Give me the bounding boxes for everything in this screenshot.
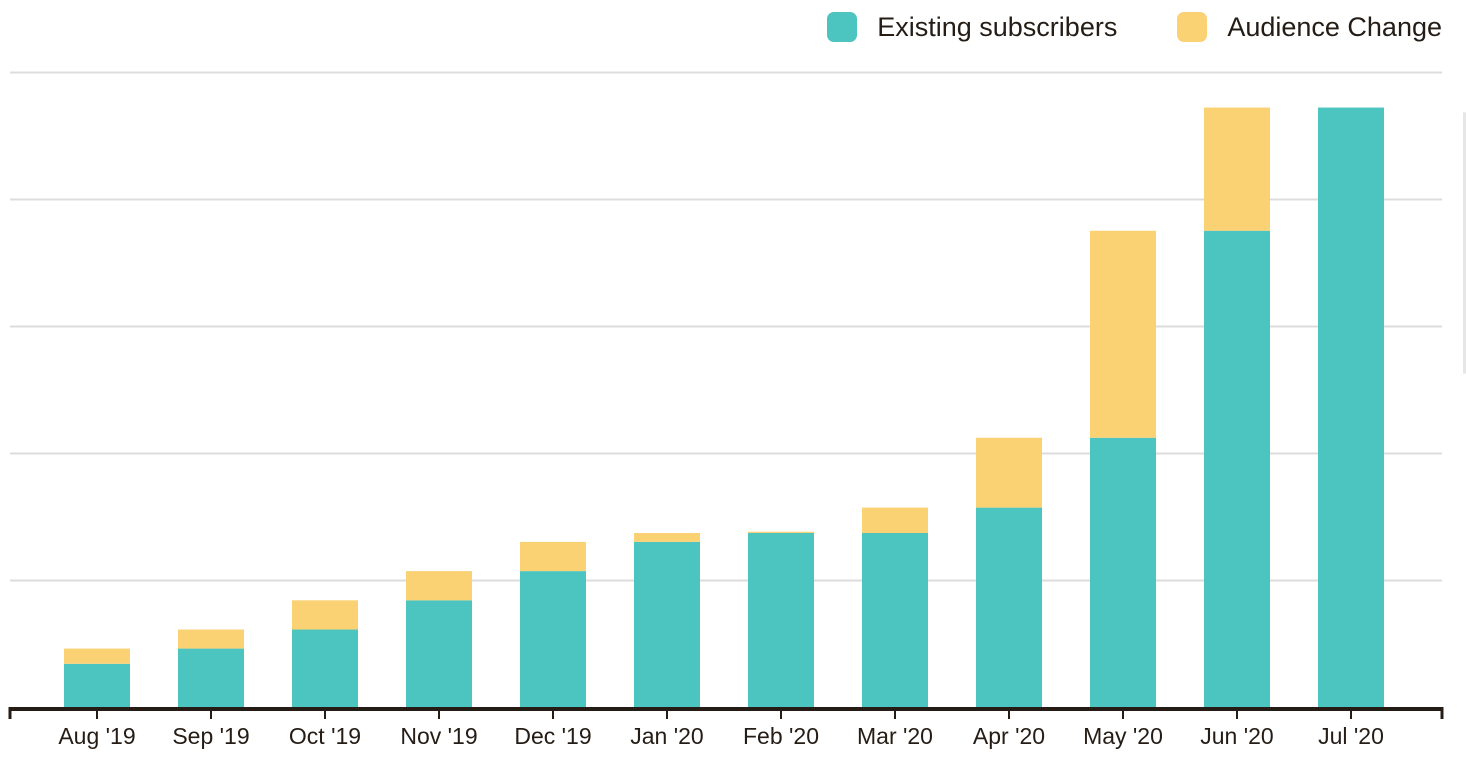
bar-existing-subscribers[interactable] [64, 663, 130, 707]
bar-existing-subscribers[interactable] [1090, 437, 1156, 707]
bar-audience-change[interactable] [64, 648, 130, 664]
bar-audience-change[interactable] [292, 600, 358, 630]
bar-audience-change[interactable] [976, 437, 1042, 508]
x-tick-label: Dec '19 [514, 723, 591, 749]
bar-audience-change[interactable] [178, 629, 244, 649]
legend-swatch-existing-subscribers [827, 12, 858, 42]
legend-item-audience-change[interactable]: Audience Change [1177, 10, 1442, 44]
bar-existing-subscribers[interactable] [520, 571, 586, 707]
x-tick-label: Jun '20 [1200, 723, 1273, 749]
x-tick-label: Nov '19 [400, 723, 477, 749]
bar-existing-subscribers[interactable] [748, 533, 814, 707]
bar-existing-subscribers[interactable] [976, 507, 1042, 707]
bar-existing-subscribers[interactable] [178, 648, 244, 707]
bar-existing-subscribers[interactable] [292, 629, 358, 707]
scrollbar[interactable] [1463, 112, 1466, 374]
bar-existing-subscribers[interactable] [862, 533, 928, 707]
chart-legend: Existing subscribers Audience Change [827, 10, 1442, 44]
legend-label-existing-subscribers: Existing subscribers [877, 12, 1118, 42]
bar-existing-subscribers[interactable] [1204, 230, 1270, 707]
bar-audience-change[interactable] [406, 571, 472, 601]
x-tick-label: Jan '20 [630, 723, 703, 749]
legend-item-existing-subscribers[interactable]: Existing subscribers [827, 10, 1117, 44]
bar-audience-change[interactable] [1204, 107, 1270, 231]
x-tick-label: Apr '20 [973, 723, 1045, 749]
x-axis: Aug '19 Sep '19 Oct '19 Nov '19 Dec '19 Jan '… [8, 707, 1444, 749]
legend-label-audience-change: Audience Change [1227, 12, 1442, 42]
x-tick-label: Sep '19 [172, 723, 249, 749]
bar-existing-subscribers[interactable] [1318, 107, 1384, 707]
x-tick-label: Jul '20 [1318, 723, 1384, 749]
bars [64, 107, 1384, 707]
x-tick-label: Feb '20 [743, 723, 819, 749]
bar-audience-change[interactable] [520, 541, 586, 572]
bar-existing-subscribers[interactable] [634, 541, 700, 707]
x-tick-label: Oct '19 [289, 723, 361, 749]
bar-existing-subscribers[interactable] [406, 600, 472, 707]
gridlines [10, 71, 1442, 582]
legend-swatch-audience-change [1177, 12, 1208, 42]
x-tick-label: Mar '20 [857, 723, 933, 749]
bar-audience-change[interactable] [1090, 230, 1156, 438]
bar-audience-change[interactable] [634, 533, 700, 542]
bar-audience-change[interactable] [748, 531, 814, 534]
x-tick-label: May '20 [1083, 723, 1163, 749]
bar-audience-change[interactable] [862, 507, 928, 534]
x-tick-label: Aug '19 [58, 723, 135, 749]
